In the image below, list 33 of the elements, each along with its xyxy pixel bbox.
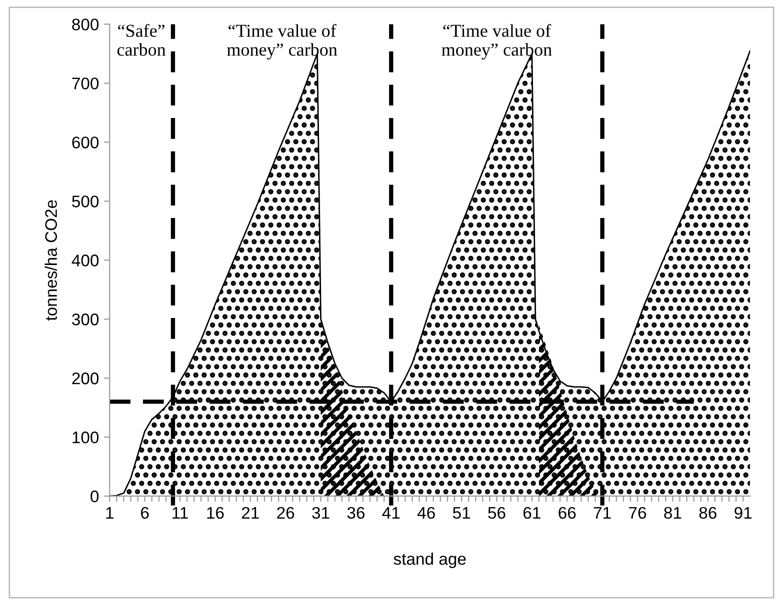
x-tick-label: 16 [207,506,224,519]
x-tick-label: 71 [594,507,611,519]
x-tick-label: 46 [417,506,435,519]
y-tick-label: 300 [72,314,99,326]
y-tick-label: 200 [72,372,99,384]
x-tick-label: 86 [699,506,716,519]
x-tick-label: 11 [172,507,188,519]
x-tick-label: 21 [242,506,259,519]
x-tick-label: 41 [382,507,400,519]
x-tick-label: 26 [277,506,294,519]
x-tick-label: 56 [488,506,506,519]
x-tick-label: 36 [347,506,364,519]
x-tick-label: 91 [734,506,752,519]
y-tick-label: 500 [72,196,99,208]
x-tick-label: 1 [106,507,114,519]
y-tick-label: 600 [72,136,99,148]
x-axis-title: stand age [394,552,466,568]
annotation: “Time value of money” carbon [227,24,338,60]
x-tick-label: 66 [558,506,576,519]
y-tick-label: 0 [90,490,99,502]
x-tick-label: 61 [524,506,540,519]
y-tick-label: 400 [72,254,99,266]
y-tick-label: 800 [72,18,99,30]
annotation: “Safe” carbon [117,24,166,56]
x-tick-label: 81 [664,506,682,519]
x-tick-label: 51 [452,507,470,519]
annotation: “Time value of money” carbon [442,24,552,60]
x-tick-label: 76 [629,506,646,519]
x-tick-label: 6 [141,506,149,519]
y-tick-label: 100 [72,432,99,444]
x-tick-label: 31 [312,506,330,519]
y-tick-label: 700 [72,78,99,90]
y-axis-title: tonnes/ha CO2e [44,200,57,321]
